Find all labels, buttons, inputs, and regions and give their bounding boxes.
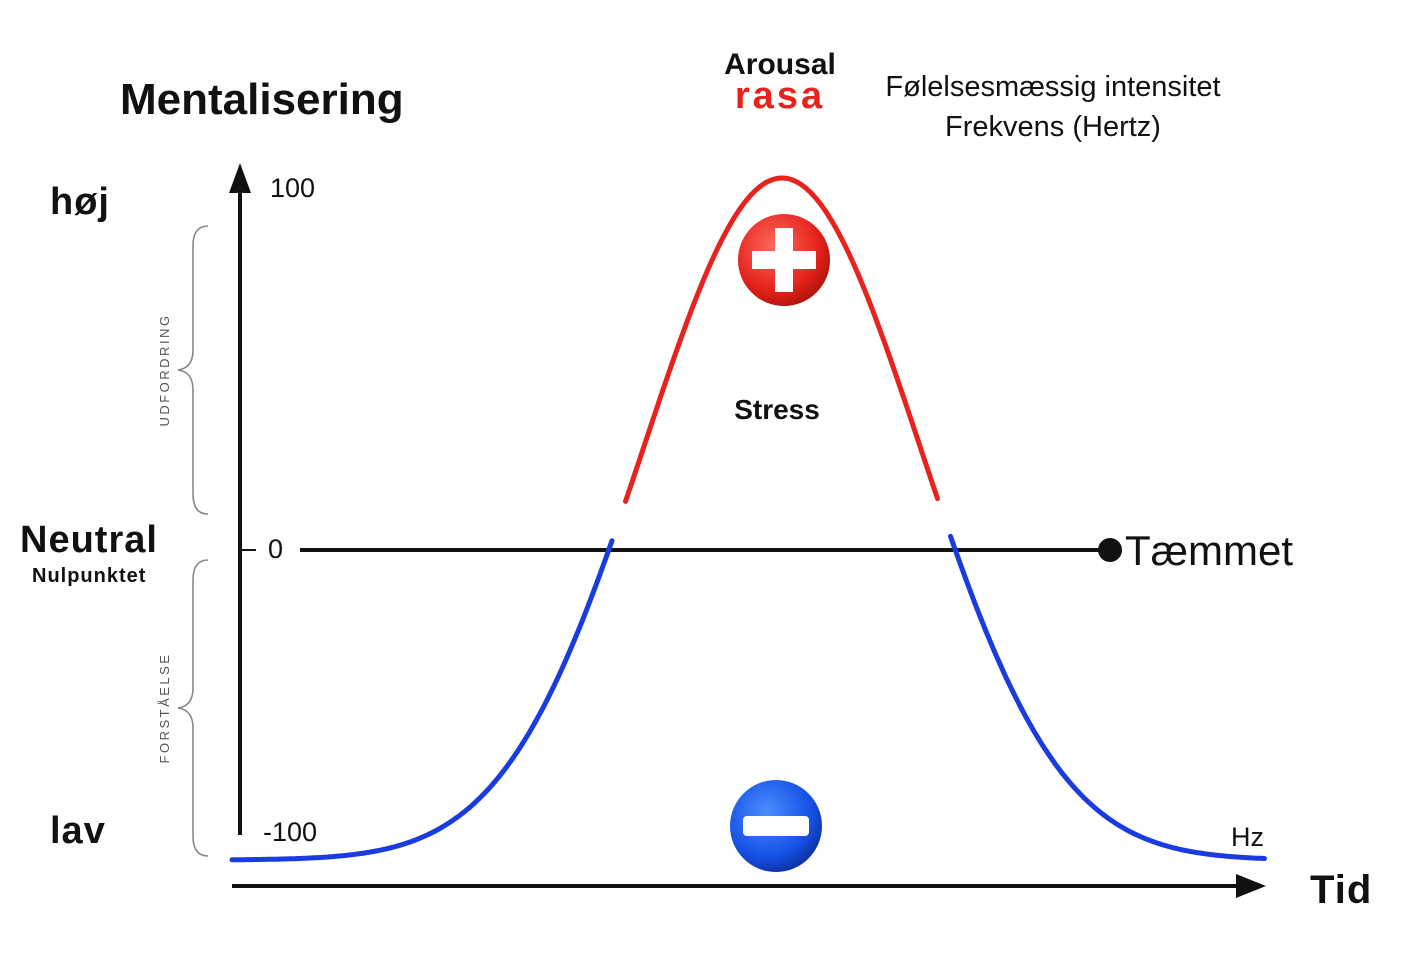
curve-low-right <box>948 533 1267 861</box>
curve-high <box>623 175 940 504</box>
page-title: Mentalisering <box>120 75 404 124</box>
upper-side-label: UDFORDRING <box>157 313 172 426</box>
level-neutral-sub-label: Nulpunktet <box>32 565 146 587</box>
rasa-label: rasa <box>735 75 825 117</box>
x-axis-label: Tid <box>1310 868 1372 912</box>
tick-max-label: 100 <box>270 173 315 203</box>
tick-min-label: -100 <box>263 817 317 847</box>
intensity-label: Følelsesmæssig intensitet <box>885 71 1220 103</box>
level-low-label: lav <box>50 810 106 852</box>
neutral-line-endpoint <box>1098 538 1122 562</box>
tamed-label: Tæmmet <box>1125 527 1293 574</box>
tick-zero-label: 0 <box>268 534 283 564</box>
level-high-label: høj <box>50 181 110 223</box>
lower-side-label: FORSTÅELSE <box>157 653 172 764</box>
level-neutral-label: Neutral <box>20 519 158 561</box>
curve-low-left <box>229 538 615 863</box>
upper-brace <box>177 225 209 515</box>
unit-label: Hz <box>1231 822 1264 852</box>
frequency-label: Frekvens (Hertz) <box>945 111 1161 143</box>
lower-brace <box>177 559 209 857</box>
arousal-label: Arousal <box>724 48 836 81</box>
stress-label: Stress <box>734 394 820 425</box>
minus-circle-icon <box>730 780 822 872</box>
y-axis-arrowhead <box>229 163 251 193</box>
plus-circle-icon <box>738 214 830 306</box>
x-axis-arrowhead <box>1236 874 1266 898</box>
